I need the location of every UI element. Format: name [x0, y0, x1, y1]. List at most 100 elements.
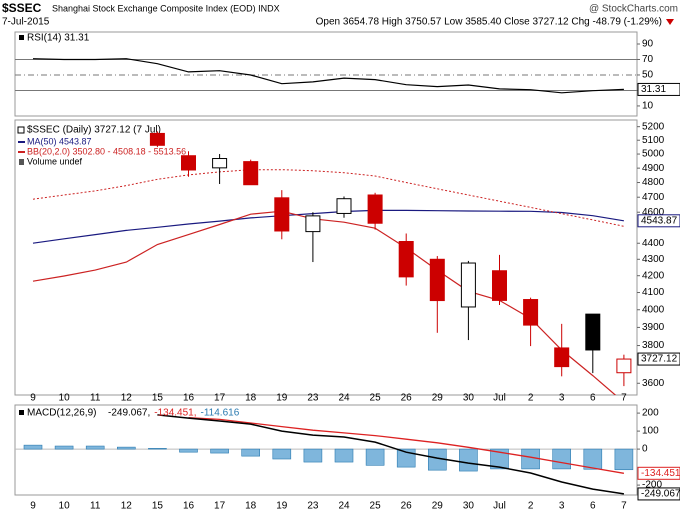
x-tick-label: 6	[590, 393, 596, 404]
line-series	[157, 414, 625, 495]
x-tick-label: 24	[338, 501, 350, 512]
plot	[23, 414, 634, 495]
candle-body	[460, 262, 476, 308]
legend-value: -134.451,	[154, 408, 196, 419]
candle-body	[367, 194, 383, 224]
legend-label: BB(20,2.0) 3502.80 - 4508.18 - 5513.56	[27, 146, 186, 156]
x-tick-label: 30	[463, 501, 475, 512]
y-tick-label: 4900	[642, 163, 665, 174]
candle-body	[243, 161, 259, 186]
y-tick-label: 4000	[642, 304, 665, 315]
x-tick-label: 19	[276, 393, 288, 404]
x-tick-label: 12	[121, 393, 133, 404]
candle-body	[554, 347, 570, 368]
x-tick-label: 17	[214, 393, 226, 404]
x-tick-label: 25	[370, 393, 382, 404]
x-tick-label: 26	[401, 501, 413, 512]
x-tick-label: 2	[528, 501, 534, 512]
y-tick-label: 50	[642, 70, 654, 81]
x-tick-label: 10	[59, 393, 71, 404]
histogram-bar	[23, 444, 43, 450]
candle-body	[149, 132, 165, 146]
y-tick-label: 4200	[642, 270, 665, 281]
y-tick-label: 0	[642, 444, 648, 455]
histogram-bar	[303, 448, 323, 463]
candle-body	[336, 198, 352, 214]
y-tick-label: 10	[642, 101, 654, 112]
legend-icon	[17, 126, 25, 134]
x-tick-label: 6	[590, 501, 596, 512]
x-tick-label: 16	[183, 393, 195, 404]
candle-body	[523, 299, 539, 326]
y-tick-label: 3800	[642, 340, 665, 351]
value-box	[637, 352, 680, 366]
rsi-frame	[14, 31, 638, 117]
plot	[32, 58, 624, 94]
y-tick-label: 3900	[642, 322, 665, 333]
volume-note: Volume undef	[27, 156, 83, 166]
price-legend: $SSEC (Daily) 3727.12 (7 Jul)	[27, 125, 161, 136]
value-box	[637, 466, 680, 480]
legend-icon	[19, 159, 24, 165]
y-tick-label: 4800	[642, 177, 665, 188]
credit: @ StockCharts.com	[589, 4, 678, 15]
x-tick-label: 26	[401, 393, 413, 404]
histogram-bar	[334, 448, 354, 463]
x-tick-label: 12	[121, 501, 133, 512]
x-tick-label: 11	[90, 501, 101, 512]
macd-title: MACD(12,26,9)	[27, 408, 96, 419]
histogram-bar	[583, 448, 603, 470]
y-tick-label: 4400	[642, 238, 665, 249]
x-tick-label: 2	[528, 393, 534, 404]
histogram-bar	[490, 448, 509, 470]
down-arrow	[666, 19, 674, 25]
y-tick-label: 5100	[642, 135, 665, 146]
x-tick-label: 10	[59, 501, 71, 512]
y-tick-label: 5200	[642, 121, 665, 132]
candle-body	[181, 155, 196, 171]
x-tick-label: 24	[338, 393, 350, 404]
candle-body	[274, 197, 290, 232]
value-label: 31.31	[641, 84, 666, 95]
x-tick-label: 23	[307, 393, 319, 404]
y-tick-label: 4700	[642, 192, 665, 203]
price-frame	[14, 119, 638, 396]
x-tick-label: 23	[307, 501, 319, 512]
rsi-icon	[19, 35, 24, 40]
y-tick-label: 100	[642, 426, 659, 437]
plot	[32, 131, 632, 395]
y-tick-label: 4600	[642, 207, 665, 218]
y-tick-label: 3600	[642, 378, 665, 389]
candle-body	[616, 358, 632, 374]
y-tick-label: 4300	[642, 254, 665, 265]
histogram-bar	[85, 445, 105, 450]
x-tick-label: 25	[370, 501, 382, 512]
histogram-bar	[614, 448, 634, 471]
date: 7-Jul-2015	[2, 17, 50, 28]
x-tick-label: 18	[245, 501, 257, 512]
value-label: 3727.12	[641, 354, 678, 365]
x-tick-label: 19	[276, 501, 288, 512]
x-tick-label: 18	[245, 393, 257, 404]
candle-body	[398, 241, 414, 278]
y-tick-label: 200	[642, 408, 659, 419]
histogram-bar	[148, 448, 167, 450]
x-tick-label: 17	[214, 501, 226, 512]
quote: Open 3654.78 High 3750.57 Low 3585.40 Cl…	[316, 17, 662, 28]
histogram-bar	[552, 448, 572, 470]
value-box	[637, 487, 680, 501]
line-series	[32, 58, 624, 94]
x-tick-label: 11	[90, 393, 101, 404]
value-box	[637, 214, 680, 228]
x-tick-label: 3	[559, 393, 565, 404]
x-tick-label: 9	[30, 501, 36, 512]
y-tick-label: 5000	[642, 149, 665, 160]
y-tick-label: 4100	[642, 287, 665, 298]
value-label: 4543.87	[641, 215, 678, 226]
x-tick-label: 7	[621, 501, 627, 512]
x-tick-label: Jul	[493, 501, 506, 512]
candle-body	[429, 258, 445, 302]
histogram-bar	[179, 448, 198, 453]
value-label: -249.067	[641, 489, 680, 500]
